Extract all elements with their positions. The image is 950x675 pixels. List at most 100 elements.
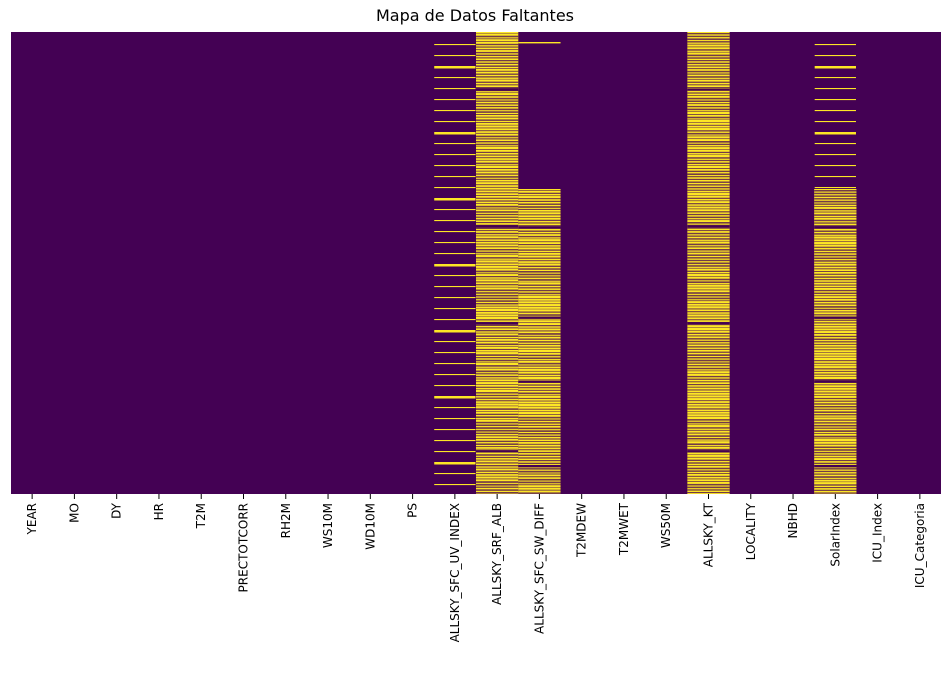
- present-line: [814, 481, 857, 483]
- column-solarindex-missing-marks: [814, 189, 857, 494]
- present-line: [476, 265, 519, 266]
- present-line: [814, 457, 857, 459]
- present-line: [476, 143, 519, 146]
- present-line: [814, 384, 857, 386]
- present-line: [476, 402, 519, 404]
- present-line: [687, 203, 730, 205]
- present-line: [687, 483, 730, 486]
- present-line: [476, 300, 519, 302]
- present-line: [476, 146, 519, 147]
- present-line: [687, 192, 730, 193]
- present-line: [518, 300, 561, 302]
- present-line: [687, 408, 730, 410]
- present-line: [518, 414, 561, 415]
- present-line: [476, 251, 519, 254]
- present-line: [518, 230, 561, 232]
- present-line: [814, 343, 857, 345]
- present-line: [476, 270, 519, 273]
- present-line: [687, 438, 730, 440]
- present-line: [687, 211, 730, 213]
- present-line: [476, 197, 519, 199]
- present-line: [687, 205, 730, 207]
- present-line: [476, 168, 519, 169]
- x-tick-label: LOCALITY: [744, 502, 758, 560]
- missing-mark: [814, 187, 856, 189]
- present-line: [687, 249, 730, 251]
- present-line: [687, 394, 730, 396]
- present-line: [476, 338, 519, 339]
- present-line: [814, 349, 857, 351]
- present-line: [687, 159, 730, 162]
- present-line: [687, 254, 730, 256]
- present-line: [518, 206, 561, 208]
- present-line: [476, 397, 519, 399]
- missing-mark: [434, 275, 476, 277]
- present-line: [687, 465, 730, 466]
- present-line: [687, 467, 730, 470]
- present-line: [476, 354, 519, 356]
- present-line: [687, 33, 730, 35]
- present-line: [814, 397, 857, 400]
- present-line: [687, 62, 730, 65]
- missing-mark: [814, 110, 856, 112]
- present-line: [518, 489, 561, 491]
- x-tick-label: DY: [110, 502, 124, 519]
- present-line: [476, 213, 519, 216]
- present-line: [814, 478, 857, 480]
- present-line: [476, 176, 519, 178]
- present-line: [687, 370, 730, 372]
- present-line: [518, 279, 561, 281]
- present-line: [518, 338, 561, 340]
- present-line: [476, 49, 519, 51]
- present-line: [518, 343, 561, 345]
- present-line: [476, 416, 519, 418]
- present-line: [476, 459, 519, 461]
- present-line: [687, 124, 730, 126]
- present-line: [687, 392, 730, 393]
- present-line: [687, 103, 730, 105]
- present-line: [476, 235, 519, 237]
- present-line: [476, 348, 519, 350]
- present-line: [687, 338, 730, 340]
- present-line: [518, 435, 561, 437]
- present-line: [476, 95, 519, 97]
- present-line: [476, 411, 519, 412]
- present-line: [687, 143, 730, 146]
- present-line: [476, 448, 519, 450]
- x-tick-label: ICU_Index: [871, 503, 885, 563]
- present-line: [814, 433, 857, 434]
- present-line: [814, 473, 857, 475]
- present-line: [476, 216, 519, 218]
- present-line: [687, 348, 730, 350]
- present-line: [476, 267, 519, 269]
- present-line: [476, 319, 519, 321]
- present-line: [476, 308, 519, 309]
- present-line: [687, 243, 730, 246]
- present-line: [687, 400, 730, 402]
- present-line: [814, 225, 857, 227]
- column-allsky-srf-alb-missing-marks: [476, 32, 519, 494]
- present-line: [687, 178, 730, 181]
- present-line: [814, 295, 857, 297]
- present-line: [814, 330, 857, 332]
- present-line: [814, 460, 857, 462]
- present-line: [814, 327, 857, 329]
- present-line: [476, 33, 519, 34]
- present-line: [687, 343, 730, 345]
- present-line: [814, 427, 857, 429]
- present-line: [518, 406, 561, 407]
- present-line: [476, 478, 519, 480]
- present-line: [476, 443, 519, 445]
- present-line: [814, 462, 857, 465]
- missing-mark: [434, 209, 476, 211]
- present-line: [476, 186, 519, 188]
- present-line: [476, 435, 519, 437]
- present-line: [476, 294, 519, 297]
- present-line: [687, 327, 730, 328]
- present-line: [518, 397, 561, 399]
- present-line: [687, 308, 730, 310]
- present-line: [476, 273, 519, 275]
- present-line: [476, 165, 519, 166]
- missing-mark: [434, 286, 476, 288]
- present-line: [814, 219, 857, 222]
